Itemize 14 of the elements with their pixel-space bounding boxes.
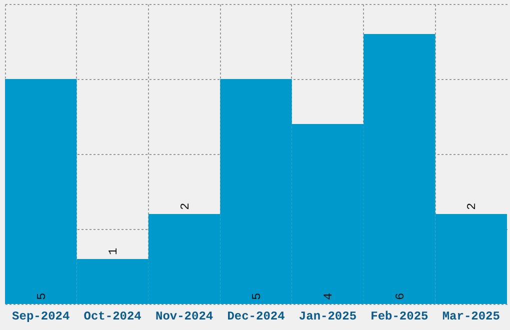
data-label: 4 bbox=[322, 292, 336, 300]
data-label: 6 bbox=[393, 292, 408, 300]
data-label: 2 bbox=[178, 202, 192, 210]
data-label: 2 bbox=[465, 202, 480, 210]
x-tick-label: Nov-2024 bbox=[155, 310, 214, 324]
x-tick-label: Oct-2024 bbox=[84, 310, 142, 324]
x-tick-label: Mar-2025 bbox=[442, 310, 500, 324]
data-label: 5 bbox=[250, 292, 264, 300]
x-tick-label: Jan-2025 bbox=[298, 310, 357, 324]
x-tick-label: Feb-2025 bbox=[370, 310, 428, 324]
data-label: 1 bbox=[106, 248, 121, 255]
x-tick-label: Sep-2024 bbox=[12, 310, 70, 324]
data-label: 5 bbox=[34, 292, 49, 300]
x-tick-label: Dec-2024 bbox=[227, 310, 285, 324]
